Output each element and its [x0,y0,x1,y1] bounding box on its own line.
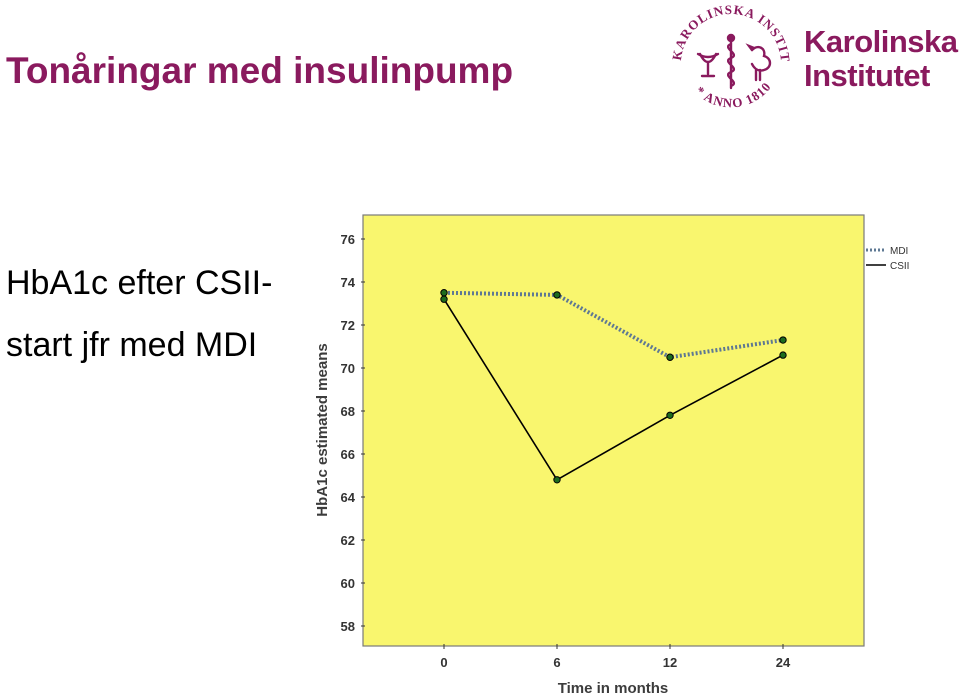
logo-name-line-1: Karolinska [804,24,958,59]
y-tick-label: 74 [341,275,356,290]
y-tick-label: 68 [341,404,355,419]
x-axis-title: Time in months [558,680,669,695]
karolinska-seal-icon: KAROLINSKA INSTITUTET * ANNO 1810 * [663,0,792,111]
y-tick-label: 66 [341,447,355,462]
plot-area [362,214,865,647]
data-point-mdi [440,289,448,297]
subtitle-line-1: HbA1c efter CSII- [6,264,273,302]
y-tick-label: 62 [341,533,355,548]
y-tick-label: 60 [341,576,355,591]
y-tick-label: 72 [341,318,355,333]
data-point-mdi [779,336,787,344]
x-tick-label: 6 [553,655,560,670]
logo-name-line-2: Institutet [804,58,930,93]
y-tick-label: 64 [341,490,356,505]
data-point-mdi [666,353,674,361]
subtitle-line-2: start jfr med MDI [6,326,258,364]
legend-label-csii: CSII [890,261,909,272]
data-point-csii [666,411,674,419]
x-tick-label: 24 [776,655,791,670]
y-axis-title: HbA1c estimated means [314,343,331,516]
data-point-csii [553,476,561,484]
y-tick-label: 76 [341,232,355,247]
x-tick-label: 12 [663,655,677,670]
legend-label-mdi: MDI [890,246,908,257]
series-line-mdi [443,290,784,360]
slide-subtitle: HbA1c efter CSII- start jfr med MDI [6,252,272,376]
slide-title: Tonåringar med insulinpump [6,50,514,91]
y-tick-label: 70 [341,361,355,376]
data-point-mdi [553,291,561,299]
y-tick-label: 58 [341,619,355,634]
series-line-csii [443,298,784,481]
karolinska-logo: KAROLINSKA INSTITUTET * ANNO 1810 * Karo… [663,0,960,122]
x-tick-label: 0 [440,655,447,670]
data-point-csii [440,295,448,303]
data-point-csii [779,351,787,359]
